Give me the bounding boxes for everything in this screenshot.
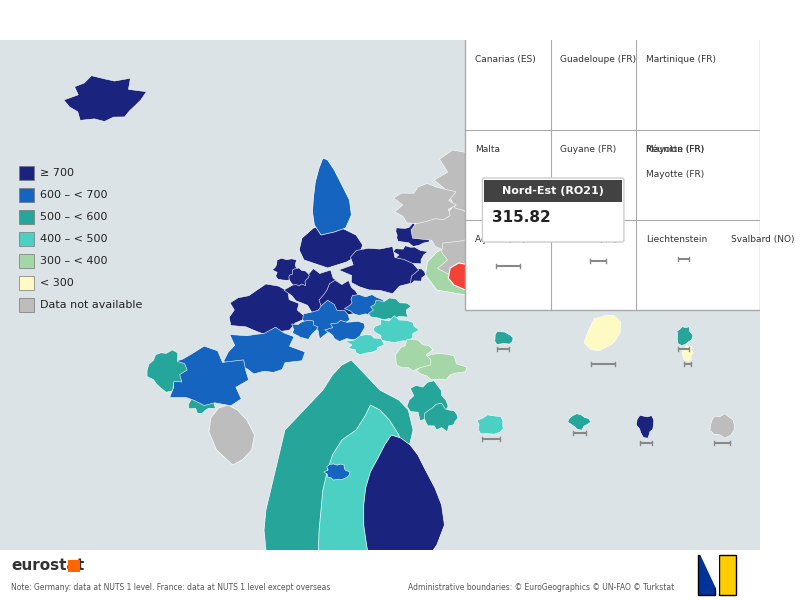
Polygon shape (214, 371, 237, 401)
Polygon shape (407, 381, 448, 421)
Text: Martinique (FR): Martinique (FR) (646, 55, 716, 64)
FancyBboxPatch shape (482, 178, 624, 242)
Polygon shape (568, 414, 591, 430)
Polygon shape (209, 405, 254, 465)
Polygon shape (495, 332, 513, 344)
Polygon shape (299, 225, 362, 268)
Polygon shape (302, 300, 350, 339)
Text: Mayotte (FR): Mayotte (FR) (646, 145, 704, 154)
FancyBboxPatch shape (719, 555, 736, 595)
Bar (19, 254, 34, 268)
Polygon shape (586, 235, 613, 255)
Polygon shape (325, 320, 365, 341)
Text: eurostat: eurostat (11, 557, 85, 572)
Polygon shape (434, 149, 553, 214)
Polygon shape (224, 327, 305, 374)
Polygon shape (387, 264, 426, 285)
Polygon shape (677, 326, 693, 346)
Bar (19, 298, 34, 312)
Text: Svalbard (NO): Svalbard (NO) (731, 235, 794, 244)
Polygon shape (319, 280, 365, 322)
Bar (466, 30, 760, 310)
Text: Data not available: Data not available (40, 300, 142, 310)
Polygon shape (345, 295, 386, 316)
FancyBboxPatch shape (698, 555, 715, 595)
Polygon shape (636, 415, 654, 438)
Text: Canarias (ES): Canarias (ES) (475, 55, 535, 64)
Text: Liechtenstein: Liechtenstein (646, 235, 707, 244)
Polygon shape (411, 203, 500, 250)
Polygon shape (292, 320, 318, 340)
Bar (0, 550, 760, 600)
Text: Açores (PT): Açores (PT) (475, 235, 526, 244)
Polygon shape (424, 403, 458, 432)
Polygon shape (682, 345, 693, 361)
Polygon shape (264, 360, 413, 590)
Polygon shape (426, 242, 494, 295)
Polygon shape (542, 247, 583, 272)
Text: 400 – < 500: 400 – < 500 (40, 234, 107, 244)
Polygon shape (318, 405, 404, 590)
Polygon shape (396, 223, 430, 247)
Bar (19, 210, 34, 224)
Polygon shape (313, 227, 354, 254)
Polygon shape (373, 316, 419, 343)
Polygon shape (492, 240, 526, 259)
Bar (0, 0, 760, 40)
Polygon shape (675, 235, 690, 255)
Text: < 300: < 300 (40, 278, 74, 288)
Text: 315.82: 315.82 (492, 211, 550, 226)
Polygon shape (272, 258, 299, 280)
Text: Malta: Malta (475, 145, 500, 154)
Polygon shape (284, 269, 341, 315)
Bar (484, 180, 622, 202)
Polygon shape (602, 241, 650, 269)
Polygon shape (395, 340, 433, 371)
Polygon shape (492, 225, 674, 275)
Text: Mayotte (FR): Mayotte (FR) (646, 170, 704, 179)
Polygon shape (698, 550, 719, 595)
Bar (19, 166, 34, 180)
Polygon shape (162, 346, 249, 406)
Bar (19, 188, 34, 202)
Polygon shape (229, 284, 307, 335)
Polygon shape (448, 263, 477, 290)
Polygon shape (338, 247, 418, 294)
Text: Guadeloupe (FR): Guadeloupe (FR) (560, 55, 637, 64)
Text: 500 – < 600: 500 – < 600 (40, 212, 107, 222)
Text: Réunion (FR): Réunion (FR) (646, 145, 704, 154)
Text: Note: Germany: data at NUTS 1 level. France: data at NUTS 1 level except oversea: Note: Germany: data at NUTS 1 level. Fra… (11, 583, 330, 593)
Text: Madeira (PT): Madeira (PT) (560, 235, 618, 244)
Text: 300 – < 400: 300 – < 400 (40, 256, 107, 266)
Polygon shape (394, 184, 456, 223)
Polygon shape (64, 76, 146, 121)
Text: Guyane (FR): Guyane (FR) (560, 145, 617, 154)
Text: 600 – < 700: 600 – < 700 (40, 190, 107, 200)
Polygon shape (438, 233, 533, 289)
Text: Administrative boundaries: © EuroGeographics © UN-FAO © Turkstat: Administrative boundaries: © EuroGeograp… (408, 583, 674, 593)
Polygon shape (364, 435, 445, 590)
Polygon shape (394, 246, 428, 264)
Polygon shape (477, 415, 503, 434)
Text: Nord-Est (RO21): Nord-Est (RO21) (502, 186, 604, 196)
Polygon shape (147, 350, 187, 392)
Polygon shape (570, 243, 613, 272)
Polygon shape (414, 353, 466, 380)
Polygon shape (346, 335, 384, 355)
Polygon shape (189, 385, 218, 413)
Bar (19, 276, 34, 290)
Polygon shape (584, 315, 621, 351)
Polygon shape (289, 268, 310, 286)
Polygon shape (324, 464, 350, 480)
Polygon shape (313, 158, 351, 235)
Bar (68, 560, 80, 572)
Bar (19, 232, 34, 246)
Text: ≥ 700: ≥ 700 (40, 168, 74, 178)
Polygon shape (368, 298, 411, 321)
Polygon shape (710, 413, 734, 438)
Polygon shape (512, 248, 554, 274)
